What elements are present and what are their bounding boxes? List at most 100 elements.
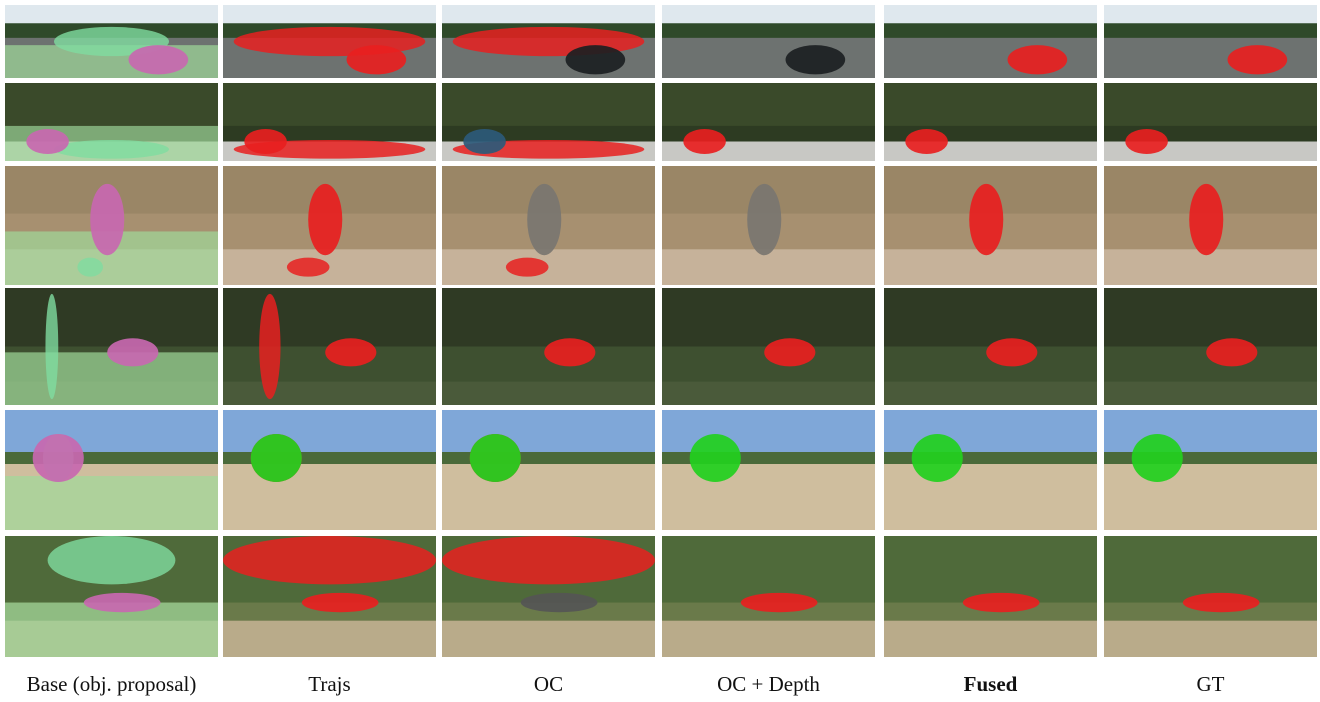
- scene-region: [884, 602, 1097, 622]
- scene-region: [1104, 602, 1317, 622]
- result-image: [884, 5, 1097, 78]
- object-mask: [1189, 183, 1224, 256]
- object-mask: [905, 129, 948, 154]
- scene-region: [662, 464, 875, 530]
- scene-region: [1104, 620, 1317, 657]
- scene-region: [1104, 381, 1317, 405]
- result-image: [1104, 288, 1317, 405]
- scene-region: [442, 5, 655, 25]
- object-mask: [90, 183, 125, 256]
- scene-region: [662, 602, 875, 622]
- proposal-mask: [5, 476, 218, 530]
- object-mask: [463, 129, 506, 154]
- scene-region: [442, 249, 655, 285]
- scene-region: [662, 5, 875, 25]
- result-image: [1104, 410, 1317, 530]
- scene-region: [442, 381, 655, 405]
- result-image: [884, 536, 1097, 657]
- scene-region: [662, 288, 875, 348]
- segment-mask: [442, 536, 655, 585]
- result-image: [884, 83, 1097, 161]
- column-label: Trajs: [308, 672, 351, 696]
- proposal-mask: [77, 257, 103, 277]
- scene-region: [1104, 536, 1317, 604]
- scene-region: [662, 83, 875, 127]
- object-mask: [469, 434, 521, 482]
- object-mask: [740, 592, 818, 613]
- scene-region: [884, 536, 1097, 604]
- object-mask: [1182, 592, 1260, 613]
- object-mask: [527, 183, 562, 256]
- result-image: [884, 288, 1097, 405]
- result-image: [442, 5, 655, 78]
- result-image: [1104, 5, 1317, 78]
- object-mask: [1007, 45, 1068, 75]
- scene-region: [884, 288, 1097, 348]
- scene-region: [223, 288, 436, 348]
- scene-region: [442, 83, 655, 127]
- segment-mask: [259, 293, 281, 400]
- scene-region: [1104, 83, 1317, 127]
- result-image: [5, 410, 218, 530]
- scene-region: [442, 620, 655, 657]
- object-mask: [1131, 434, 1183, 482]
- column-label: GT: [1196, 672, 1225, 696]
- proposal-mask: [53, 139, 170, 159]
- scene-region: [884, 83, 1097, 127]
- scene-region: [884, 23, 1097, 39]
- result-image: [442, 288, 655, 405]
- scene-region: [442, 464, 655, 530]
- scene-region: [223, 381, 436, 405]
- scene-region: [5, 288, 218, 348]
- result-image: [223, 166, 436, 285]
- result-image: [1104, 83, 1317, 161]
- segment-mask: [505, 257, 549, 277]
- object-mask: [83, 592, 161, 613]
- result-image: [223, 536, 436, 657]
- scene-region: [662, 381, 875, 405]
- object-mask: [1206, 338, 1258, 367]
- object-mask: [747, 183, 782, 256]
- scene-region: [662, 249, 875, 285]
- result-image: [5, 288, 218, 405]
- scene-region: [442, 288, 655, 348]
- scene-region: [662, 620, 875, 657]
- object-mask: [565, 45, 626, 75]
- scene-region: [1104, 288, 1317, 348]
- scene-region: [884, 620, 1097, 657]
- result-image: [662, 410, 875, 530]
- result-image: [442, 536, 655, 657]
- result-image: [5, 166, 218, 285]
- object-mask: [689, 434, 741, 482]
- scene-region: [223, 464, 436, 530]
- segment-mask: [223, 536, 436, 585]
- result-image: [5, 5, 218, 78]
- object-mask: [308, 183, 343, 256]
- object-mask: [520, 592, 598, 613]
- result-image: [662, 288, 875, 405]
- scene-region: [223, 5, 436, 25]
- scene-region: [223, 620, 436, 657]
- column-label: OC + Depth: [717, 672, 820, 696]
- object-mask: [969, 183, 1004, 256]
- result-image: [5, 83, 218, 161]
- result-image: [442, 410, 655, 530]
- result-image: [884, 410, 1097, 530]
- result-image: [662, 5, 875, 78]
- object-mask: [1227, 45, 1288, 75]
- object-mask: [986, 338, 1038, 367]
- result-image: [662, 536, 875, 657]
- object-mask: [301, 592, 379, 613]
- object-mask: [683, 129, 726, 154]
- scene-region: [662, 23, 875, 39]
- column-label: OC: [533, 672, 564, 696]
- result-image: [662, 166, 875, 285]
- object-mask: [244, 129, 287, 154]
- result-image: [662, 83, 875, 161]
- object-mask: [346, 45, 407, 75]
- scene-region: [884, 381, 1097, 405]
- proposal-mask: [45, 293, 59, 400]
- object-mask: [107, 338, 159, 367]
- result-image: [5, 536, 218, 657]
